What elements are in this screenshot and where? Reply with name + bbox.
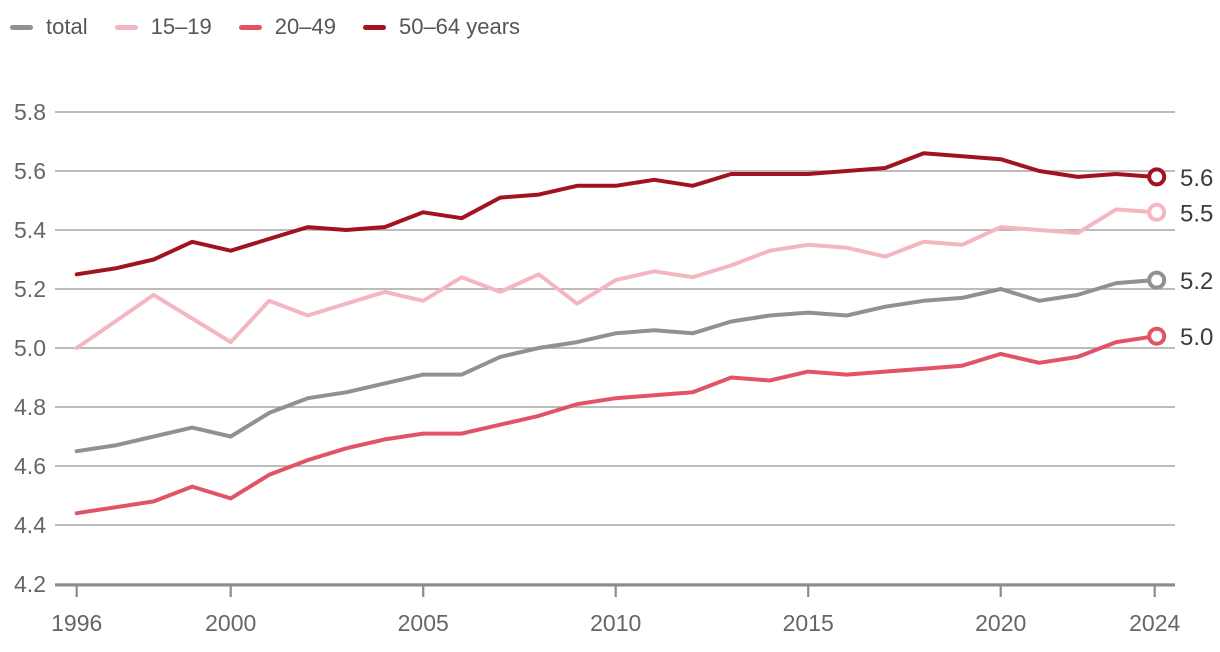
legend-item-total[interactable]: total	[10, 16, 88, 38]
end-marker-50-64-years	[1147, 167, 1167, 187]
x-tick-label: 2010	[590, 610, 641, 636]
legend-line-swatch-50-64-years	[362, 24, 386, 30]
y-tick-label: 5.2	[14, 276, 46, 302]
y-tick-label: 5.6	[14, 158, 46, 184]
end-value-label-20-49: 5.0	[1180, 324, 1213, 351]
end-value-label-50-64-years: 5.6	[1180, 165, 1213, 192]
legend-line-swatch-15-19	[114, 24, 138, 30]
legend-line-swatch-20-49	[238, 24, 262, 30]
legend-label: 15–19	[150, 14, 212, 39]
y-tick-label: 5.8	[14, 99, 46, 125]
end-marker-15-19	[1147, 202, 1167, 222]
series: 5.2 5.5 5.0 5.6	[74, 151, 1213, 516]
grid: 5.8 5.6 5.4 5.2 5.0 4.8 4.6 4.4 4.2	[14, 99, 1175, 597]
end-marker-20-49	[1147, 326, 1167, 346]
x-tick-label: 2024	[1129, 610, 1180, 636]
end-value-label-15-19: 5.5	[1180, 200, 1213, 227]
end-value-label-total: 5.2	[1180, 268, 1213, 295]
y-tick-label: 4.6	[14, 453, 46, 479]
series-line-total	[74, 278, 1157, 454]
end-marker-total	[1147, 270, 1167, 290]
legend-item-15-19[interactable]: 15–19	[114, 14, 212, 39]
series-line-50-64-years	[74, 151, 1157, 277]
series-line-15-19	[74, 207, 1157, 350]
y-tick-label: 4.8	[14, 394, 46, 420]
x-tick-label: 2005	[398, 610, 449, 636]
series-line-20-49	[74, 334, 1157, 516]
chart-legend: total 15–19 20–49 50–64 years	[10, 16, 520, 38]
y-tick-label: 4.4	[14, 512, 46, 538]
legend-line-swatch-total	[10, 24, 33, 30]
legend-item-20-49[interactable]: 20–49	[238, 14, 336, 39]
legend-item-50-64-years[interactable]: 50–64 years	[362, 14, 521, 39]
y-tick-label: 5.4	[14, 217, 46, 243]
legend-label: 50–64 years	[398, 14, 521, 39]
x-tick-label: 2000	[205, 610, 256, 636]
legend-label: total	[46, 14, 88, 39]
x-tick-label: 1996	[51, 610, 102, 636]
y-tick-label: 5.0	[14, 335, 46, 361]
legend-label: 20–49	[274, 14, 336, 39]
x-tick-label: 2020	[975, 610, 1026, 636]
y-tick-label: 4.2	[14, 571, 46, 597]
x-axis: 1996 2000 2005 2010 2015 2020 2024	[51, 583, 1180, 636]
x-tick-label: 2015	[783, 610, 834, 636]
